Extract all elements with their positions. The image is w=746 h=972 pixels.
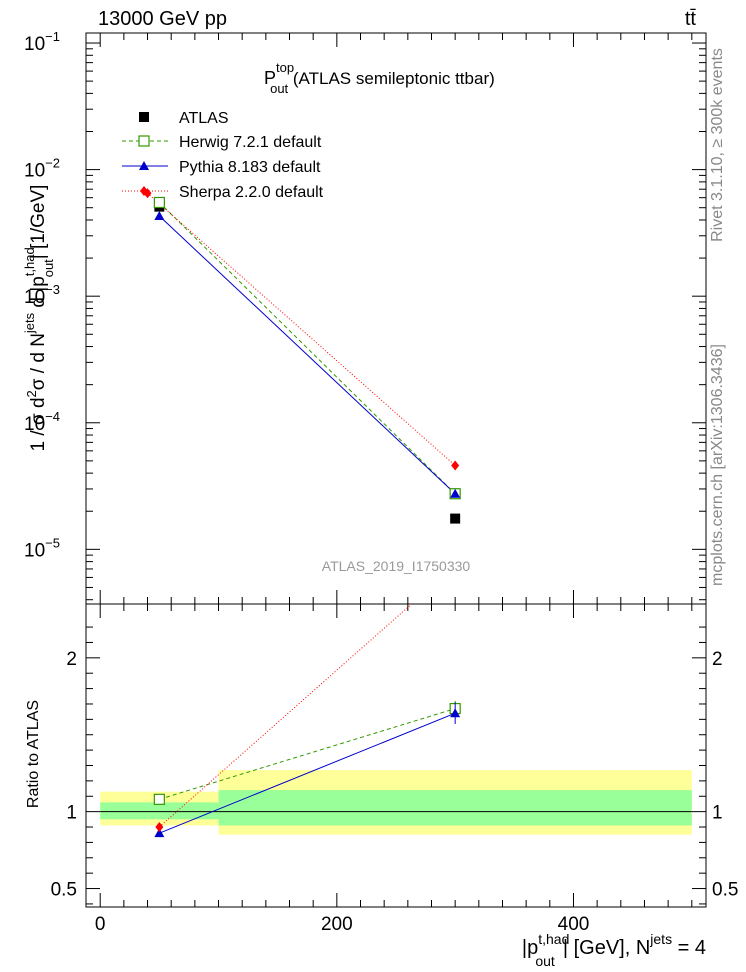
plot-title-main: P [264, 68, 276, 88]
x-axis-label-mid: | [GeV], N [563, 937, 650, 959]
plot-title-sub: out [270, 81, 288, 96]
energy-label: 13000 GeV pp [98, 8, 227, 30]
legend-entry-pythia: Pythia 8.183 default [122, 159, 321, 176]
ratio-ytick-label-1: 1 [66, 803, 77, 824]
ratio-ytick-label-0: 0.5 [51, 880, 77, 901]
ratio-ytick-label-right-0: 0.5 [712, 880, 738, 901]
process-label: tt̄ [685, 8, 697, 30]
legend-entry-sherpa: Sherpa 2.2.0 default [122, 184, 324, 201]
x-axis-label-sup: t,had [538, 931, 569, 947]
plot-title-sup: top [276, 60, 294, 75]
ratio-point-herwig-0 [153, 793, 165, 805]
xtick-label-2: 400 [558, 914, 590, 935]
legend-label-pythia: Pythia 8.183 default [179, 159, 321, 176]
analysis-id: ATLAS_2019_I1750330 [322, 558, 471, 574]
main-point-pythia-1 [450, 488, 461, 498]
main-line-herwig [159, 202, 456, 495]
ratio-line-pythia [159, 712, 456, 834]
main-ytick-label-4: 10−5 [24, 535, 60, 561]
mcplots-label: mcplots.cern.ch [arXiv:1306.3436] [709, 344, 726, 586]
main-point-atlas-1 [450, 513, 461, 524]
legend-marker-herwig [138, 135, 150, 147]
ratio-point-sherpa-0 [155, 822, 164, 833]
x-axis-label-base: |p [522, 937, 538, 959]
ratio-band-inner-0 [100, 802, 219, 820]
main-point-sherpa-0 [143, 188, 152, 199]
ratio-axis-ticks: 0.5 0.5 1 1 2 2 0 200 400 [51, 604, 738, 935]
legend-marker-pythia [139, 161, 149, 170]
legend-marker-atlas [139, 112, 149, 122]
ratio-series-group [153, 604, 461, 838]
legend-entry-atlas: ATLAS [139, 110, 229, 127]
ratio-point-pythia-0 [154, 828, 165, 838]
main-data-series [143, 188, 461, 524]
main-point-herwig-0 [153, 196, 165, 209]
ratio-ytick-label-2: 2 [66, 649, 77, 670]
x-axis-label-sup2: jets [649, 931, 672, 947]
legend-entry-herwig: Herwig 7.2.1 default [122, 134, 322, 151]
main-y-axis-label: 1 / σ d2σ / d Njets d |pt,had out| [1/GeV… [22, 185, 56, 452]
ratio-plot-frame [85, 603, 707, 908]
main-line-sherpa [147, 192, 456, 466]
main-ytick-label-2: 10−3 [24, 282, 60, 308]
main-line-pythia [159, 215, 456, 495]
ratio-band-inner-1 [218, 790, 692, 826]
ratio-data-series [153, 604, 461, 838]
legend-label-atlas: ATLAS [179, 110, 229, 127]
plot-title: Ptop out (ATLAS semileptonic ttbar) [264, 60, 495, 96]
ratio-point-pythia-1 [450, 708, 461, 718]
x-axis-label-end: = 4 [672, 937, 706, 959]
xtick-label-0: 0 [95, 914, 106, 935]
x-axis-label: |pt,had out | [GeV], Njets = 4 [522, 931, 706, 969]
xtick-label-1: 200 [321, 914, 353, 935]
ratio-ytick-label-right-1: 1 [712, 803, 723, 824]
main-point-pythia-0 [154, 210, 165, 220]
x-axis-label-sub: out [535, 953, 555, 969]
main-ytick-label-0: 10−1 [24, 29, 60, 55]
plot-title-rest: (ATLAS semileptonic ttbar) [288, 69, 495, 88]
legend-label-herwig: Herwig 7.2.1 default [179, 134, 322, 151]
ratio-ytick-label-right-2: 2 [712, 649, 723, 670]
main-axis-ticks: 10−1 10−2 10−3 10−4 10−5 [24, 29, 706, 604]
legend-label-sherpa: Sherpa 2.2.0 default [179, 184, 324, 201]
ratio-line-herwig [159, 708, 456, 800]
rivet-label: Rivet 3.1.10, ≥ 300k events [709, 48, 726, 242]
ratio-uncertainty-bands [100, 770, 692, 835]
legend: ATLAS Herwig 7.2.1 default Pythia 8.183 … [122, 110, 324, 201]
ratio-y-axis-label: Ratio to ATLAS [25, 700, 42, 808]
main-ytick-label-3: 10−4 [24, 409, 60, 435]
main-ytick-label-1: 10−2 [24, 156, 60, 182]
main-point-sherpa-1 [451, 460, 460, 471]
